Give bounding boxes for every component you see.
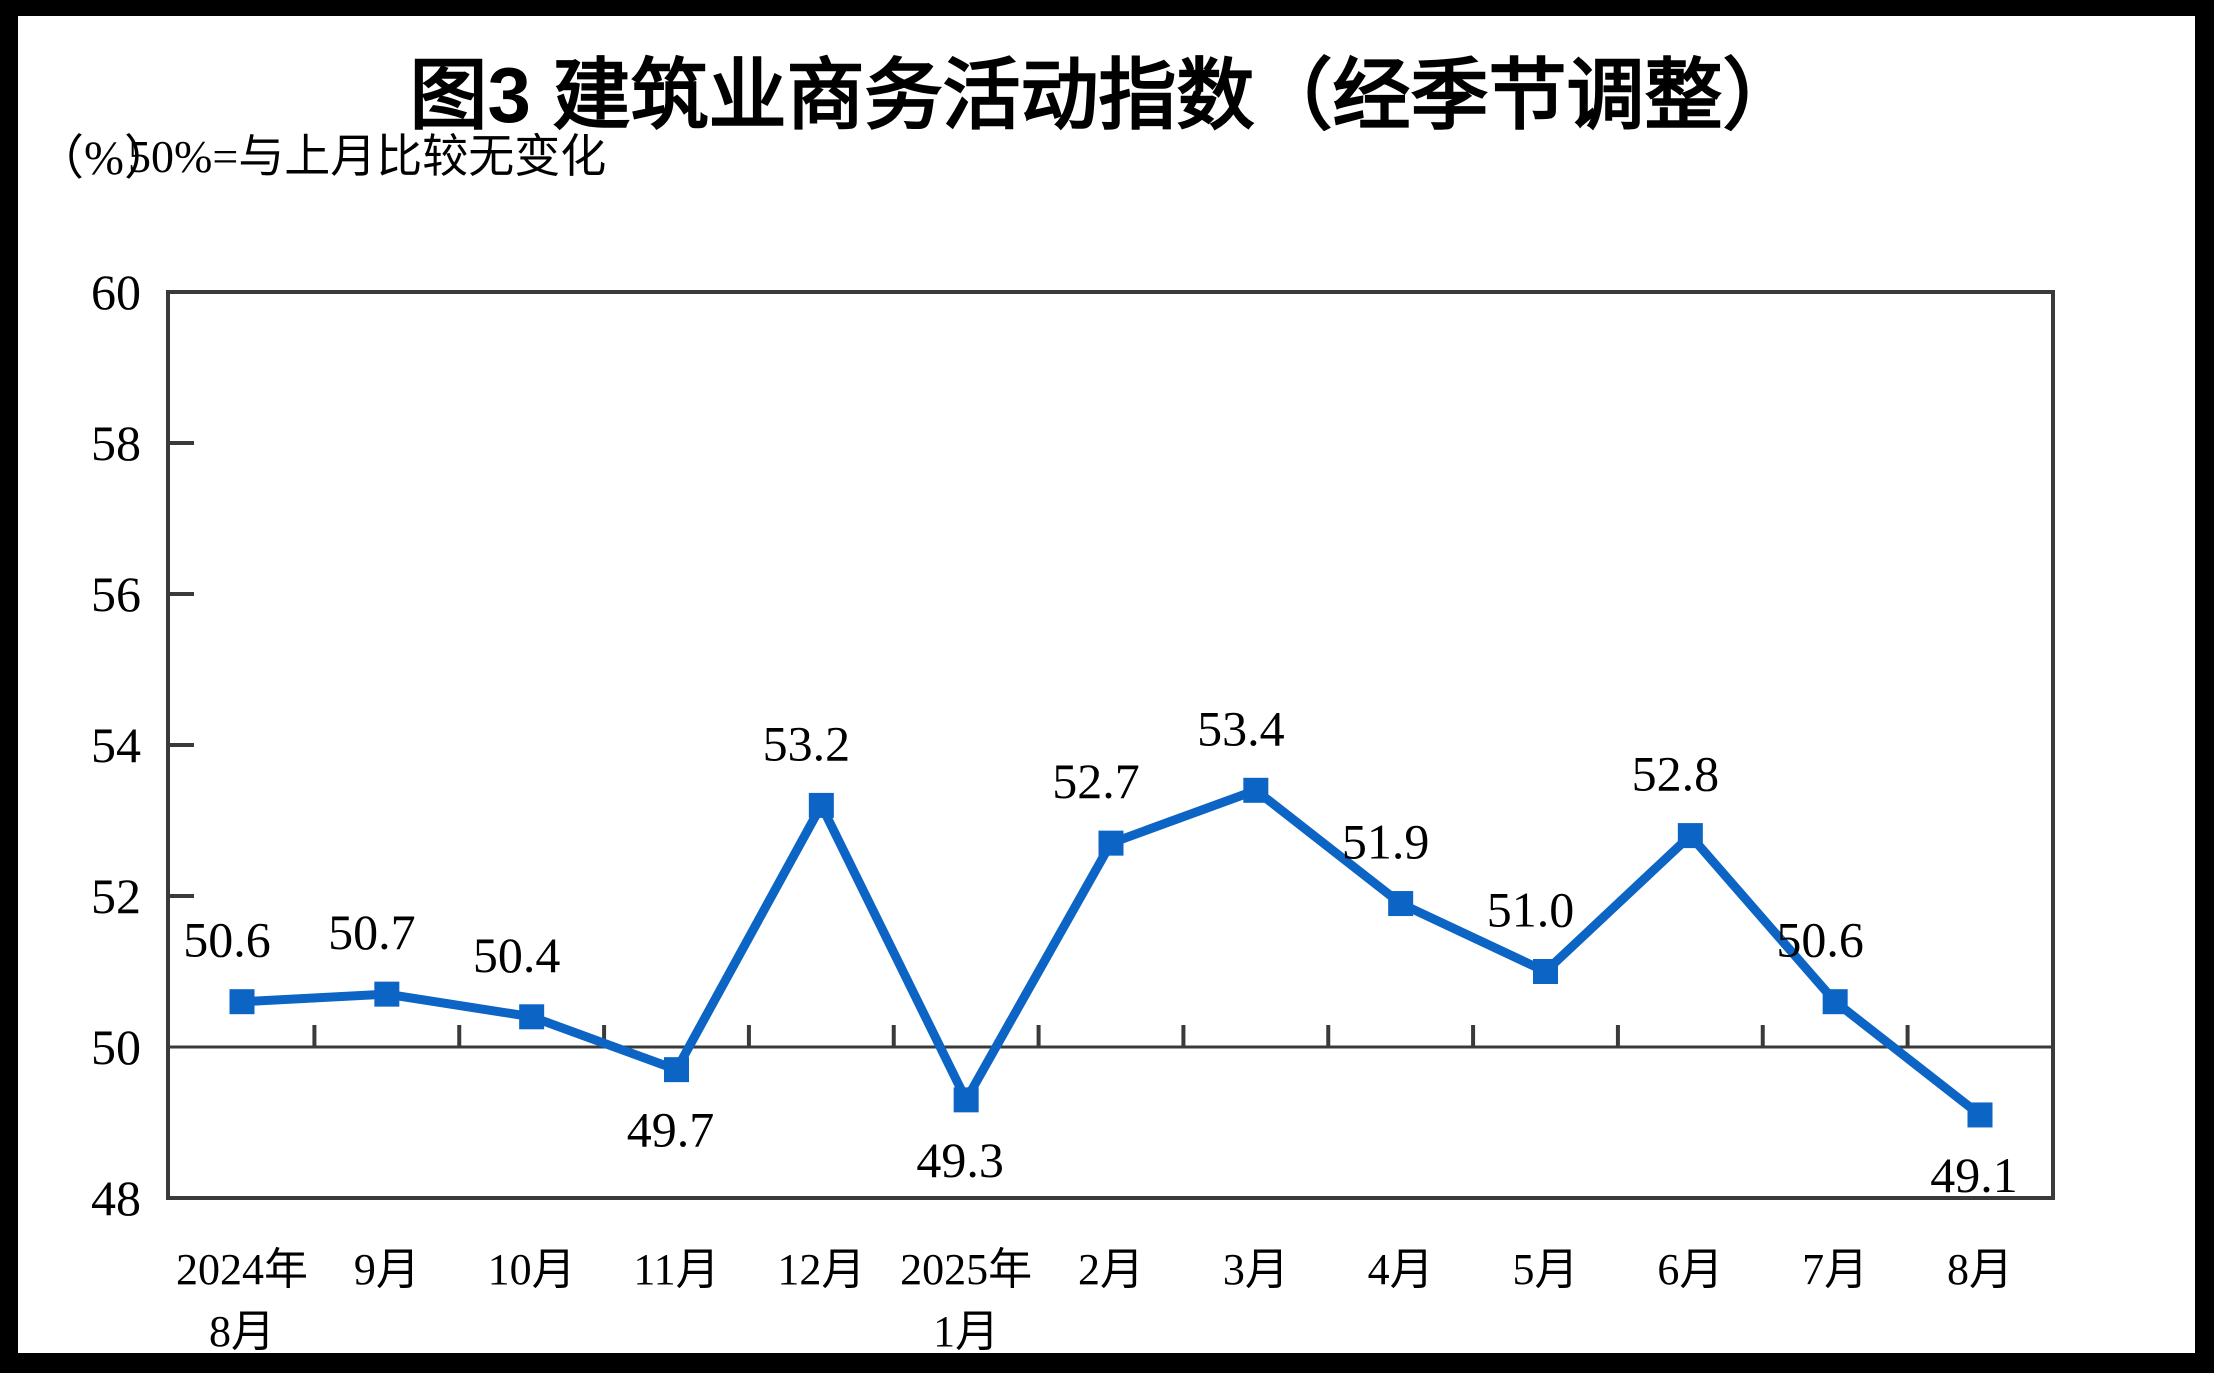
x-axis-label: 2024年 (176, 1245, 308, 1294)
data-point-label: 49.3 (916, 1132, 1004, 1188)
y-axis-tick-label: 52 (91, 868, 141, 924)
x-axis-label: 6月 (1657, 1245, 1723, 1294)
data-point-label: 49.1 (1930, 1147, 2018, 1203)
data-point-marker (1388, 891, 1414, 917)
x-axis-label: 9月 (354, 1245, 420, 1294)
x-axis-label: 8月 (209, 1307, 275, 1356)
data-point-marker (1677, 823, 1703, 849)
chart-subtitle: 50%=与上月比较无变化 (128, 131, 606, 182)
data-point-label: 50.4 (473, 927, 561, 983)
y-axis-unit-label: （%） (36, 132, 172, 185)
data-point-marker (519, 1004, 545, 1030)
data-point-marker (664, 1057, 689, 1083)
x-axis-label: 2025年 (900, 1245, 1032, 1294)
x-axis-label: 7月 (1802, 1245, 1868, 1294)
data-point-label: 53.2 (763, 715, 851, 771)
y-axis-tick-label: 60 (91, 264, 141, 320)
chart-background (18, 16, 2195, 1353)
data-point-label: 52.8 (1632, 746, 1720, 802)
x-axis-label: 4月 (1368, 1245, 1434, 1294)
y-axis-tick-label: 58 (91, 415, 141, 471)
chart-title: 图3 建筑业商务活动指数（经季节调整） (409, 51, 1800, 139)
data-point-marker (1967, 1102, 1993, 1128)
data-point-label: 50.6 (1776, 912, 1864, 968)
data-point-marker (1098, 830, 1124, 856)
plot-area: 48 50 52 54 56 58 60 2024年 8月 9月 10月 11月 12月 2025年 1月 2… (91, 264, 2055, 1356)
x-axis-label: 2月 (1078, 1245, 1144, 1294)
data-point-label: 51.9 (1342, 814, 1430, 870)
data-point-label: 50.7 (328, 904, 416, 960)
x-axis-label: 5月 (1513, 1245, 1579, 1294)
data-point-label: 49.7 (627, 1102, 715, 1158)
data-point-marker (953, 1087, 979, 1113)
data-point-marker (1243, 777, 1269, 803)
y-axis-tick-label: 54 (91, 717, 141, 773)
x-axis-label: 12月 (777, 1245, 865, 1294)
y-axis-tick-label: 50 (91, 1019, 141, 1075)
data-point-label: 51.0 (1487, 882, 1575, 938)
data-point-marker (1533, 959, 1558, 984)
data-point-label: 52.7 (1052, 753, 1140, 809)
data-point-marker (229, 989, 255, 1015)
x-axis-label: 3月 (1223, 1245, 1289, 1294)
x-axis-label: 8月 (1947, 1245, 2013, 1294)
y-axis-tick-label: 56 (91, 566, 141, 622)
data-point-marker (1822, 989, 1848, 1015)
y-axis-tick-label: 48 (91, 1170, 141, 1226)
x-axis-label: 1月 (933, 1307, 999, 1356)
data-point-marker (374, 981, 400, 1007)
data-point-label: 53.4 (1197, 700, 1285, 756)
x-axis-label: 11月 (633, 1245, 719, 1294)
data-point-label: 50.6 (183, 912, 271, 968)
x-axis-label: 10月 (488, 1245, 576, 1294)
data-point-marker (808, 792, 834, 818)
